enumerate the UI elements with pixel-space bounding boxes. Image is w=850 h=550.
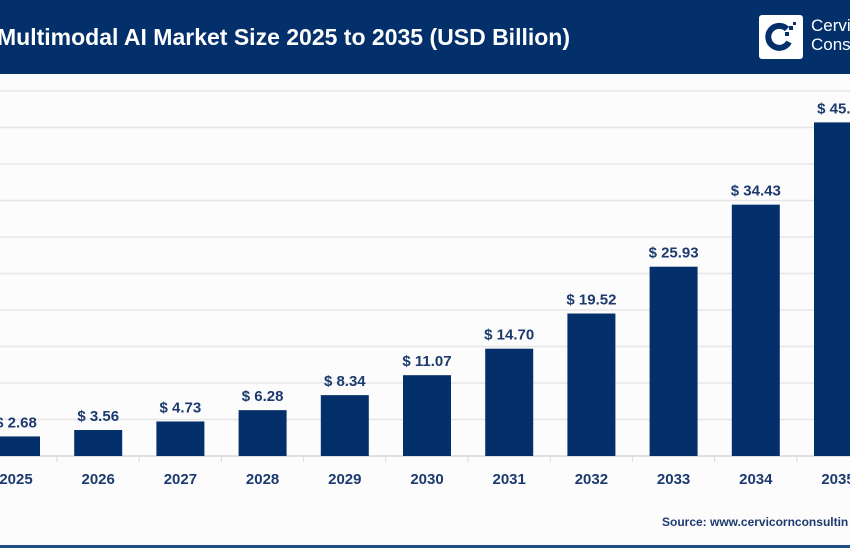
value-label-2033: $ 25.93 — [649, 245, 699, 262]
x-tick-label-2034: 2034 — [739, 471, 773, 488]
x-tick-label-2029: 2029 — [328, 471, 361, 488]
value-label-2031: $ 14.70 — [484, 327, 534, 344]
value-label-2032: $ 19.52 — [566, 292, 616, 309]
x-tick-label-2030: 2030 — [410, 471, 443, 488]
source-note: Source: www.cervicornconsultin — [662, 515, 849, 529]
logo-text: Cervi Cons — [811, 16, 850, 54]
x-tick-label-2031: 2031 — [493, 471, 526, 488]
logo-line-1: Cervi — [811, 16, 850, 35]
bar-2031 — [485, 348, 534, 456]
cervicorn-logo-icon — [759, 15, 803, 59]
bar-2033 — [649, 266, 698, 456]
value-label-2030: $ 11.07 — [402, 353, 451, 370]
x-tick-label-2035: 2035 — [821, 471, 850, 488]
value-label-2029: $ 8.34 — [324, 373, 366, 390]
value-label-2027: $ 4.73 — [160, 399, 202, 416]
x-tick-label-2033: 2033 — [657, 471, 690, 488]
value-label-2035: $ 45.7 — [817, 100, 850, 117]
header-banner: Multimodal AI Market Size 2025 to 2035 (… — [0, 0, 850, 74]
bar-2027 — [156, 421, 205, 456]
bar-chart: $ 2.68 $ 3.56 $ 4.73 $ 6.28 $ 8.34 $ 11.07 $ 1… — [0, 90, 850, 488]
x-tick-label-2025: 2025 — [0, 471, 33, 488]
value-label-2034: $ 34.43 — [731, 183, 781, 200]
x-tick-label-2026: 2026 — [82, 471, 115, 488]
bar-2032 — [567, 313, 616, 456]
bar-2035 — [814, 122, 850, 456]
bar-2026 — [74, 430, 123, 456]
bar-2029 — [320, 395, 369, 456]
x-tick-label-2032: 2032 — [575, 471, 608, 488]
value-label-2025: $ 2.68 — [0, 414, 37, 431]
x-tick-label-2027: 2027 — [164, 471, 197, 488]
bar-2028 — [238, 410, 287, 456]
logo-line-2: Cons — [811, 35, 850, 54]
footer-divider — [0, 545, 850, 548]
bar-2025 — [0, 436, 40, 456]
value-label-2028: $ 6.28 — [242, 388, 284, 405]
x-tick-label-2028: 2028 — [246, 471, 279, 488]
chart-title: Multimodal AI Market Size 2025 to 2035 (… — [0, 24, 571, 50]
value-label-2026: $ 3.56 — [77, 408, 119, 425]
bar-2030 — [403, 375, 451, 456]
bar-2034 — [731, 204, 780, 456]
